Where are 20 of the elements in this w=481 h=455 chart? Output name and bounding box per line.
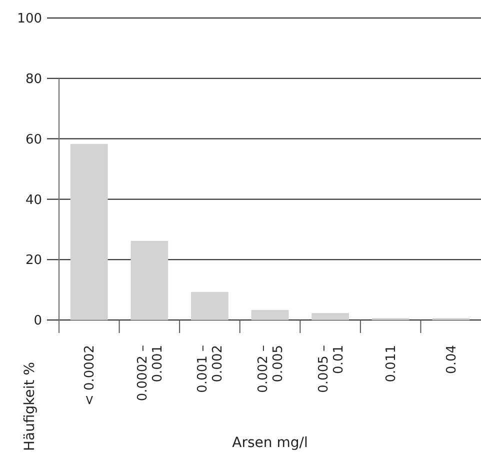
x-tick-label: 0.005 – 0.01: [316, 345, 346, 393]
y-tick-label: 40: [25, 192, 42, 208]
bar: [70, 144, 108, 320]
bar: [312, 313, 349, 320]
bar: [130, 240, 168, 320]
x-tick-label: 0.011: [384, 345, 400, 382]
x-tick-label: 0.0002 – 0.001: [135, 345, 166, 402]
x-tick-label: 0.001 – 0.002: [196, 345, 226, 393]
x-axis-title: Arsen mg/l: [232, 435, 308, 451]
x-tick-label: < 0.0002: [82, 345, 98, 406]
y-tick-label: 0: [34, 314, 42, 329]
x-tick-label: 0.002 – 0.005: [256, 345, 286, 393]
y-axis-title: Häufigkeit %: [22, 362, 38, 451]
x-tick-label: 0.04: [444, 345, 460, 374]
bar: [191, 292, 228, 320]
y-tick-label: 100: [17, 12, 42, 27]
bar: [251, 310, 289, 320]
y-tick-label: 20: [25, 253, 42, 268]
y-tick-label: 60: [25, 132, 42, 148]
y-tick-label: 80: [25, 72, 42, 87]
